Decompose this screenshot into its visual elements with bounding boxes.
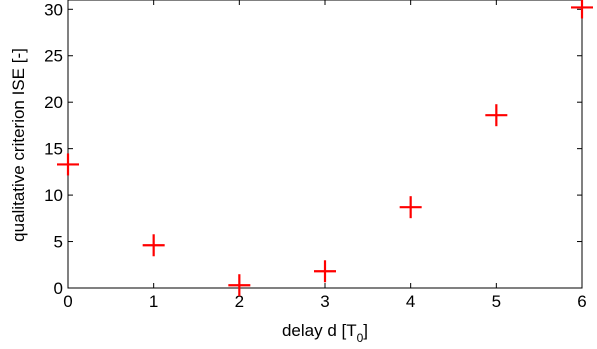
data-point [314,260,336,283]
x-tick-label: 1 [149,292,158,311]
data-markers [57,0,593,297]
data-point [57,153,79,176]
y-tick-label: 25 [44,47,63,66]
x-axis-title-suffix: ] [363,321,368,340]
x-tick-label: 3 [320,292,329,311]
x-axis-ticks: 0 1 2 3 4 5 6 [63,0,587,311]
x-tick-label: 4 [406,292,415,311]
y-tick-label: 30 [44,0,63,19]
data-point [571,0,593,19]
data-point [485,104,508,127]
x-axis-title-main: delay d [T [282,321,357,340]
data-point [228,274,251,297]
x-axis-title: delay d [T0] [282,321,368,345]
y-tick-label: 5 [54,233,63,252]
x-tick-label: 2 [235,292,244,311]
y-tick-label: 15 [44,140,63,159]
y-tick-label: 10 [44,186,63,205]
x-axis-title-subscript: 0 [357,331,364,345]
y-tick-label: 0 [54,279,63,298]
x-tick-label: 5 [492,292,501,311]
y-axis-ticks: 0 5 10 15 20 25 30 [44,0,582,298]
x-tick-label: 0 [63,292,72,311]
x-tick-label: 6 [577,292,586,311]
data-point [399,196,422,219]
data-point [142,234,165,257]
y-tick-label: 20 [44,93,63,112]
y-axis-title: qualitative criterion ISE [-] [9,48,28,242]
